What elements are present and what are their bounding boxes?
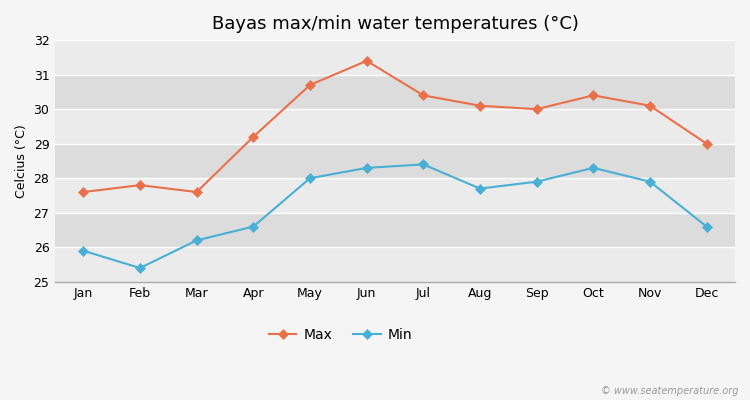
Max: [136, 183, 145, 188]
Bar: [55, 144, 735, 178]
Min: [589, 166, 598, 170]
Min: [702, 224, 711, 229]
Max: [79, 190, 88, 194]
Min: [419, 162, 428, 167]
Max: [192, 190, 201, 194]
Text: © www.seatemperature.org: © www.seatemperature.org: [602, 386, 739, 396]
Legend: Max, Min: Max, Min: [263, 323, 418, 348]
Min: [192, 238, 201, 243]
Max: [532, 107, 542, 112]
Title: Bayas max/min water temperatures (°C): Bayas max/min water temperatures (°C): [211, 15, 578, 33]
Min: [79, 248, 88, 253]
Min: [249, 224, 258, 229]
Bar: [55, 178, 735, 213]
Max: [589, 93, 598, 98]
Max: [362, 58, 371, 63]
Min: [305, 176, 314, 181]
Min: [646, 179, 655, 184]
Line: Min: Min: [80, 161, 710, 272]
Bar: [55, 40, 735, 75]
Bar: [55, 109, 735, 144]
Max: [476, 103, 484, 108]
Min: [476, 186, 484, 191]
Max: [419, 93, 428, 98]
Max: [646, 103, 655, 108]
Line: Max: Max: [80, 57, 710, 196]
Bar: [55, 213, 735, 247]
Max: [702, 141, 711, 146]
Max: [305, 83, 314, 88]
Bar: [55, 75, 735, 109]
Min: [362, 166, 371, 170]
Max: [249, 134, 258, 139]
Min: [532, 179, 542, 184]
Bar: [55, 247, 735, 282]
Min: [136, 266, 145, 270]
Y-axis label: Celcius (°C): Celcius (°C): [15, 124, 28, 198]
